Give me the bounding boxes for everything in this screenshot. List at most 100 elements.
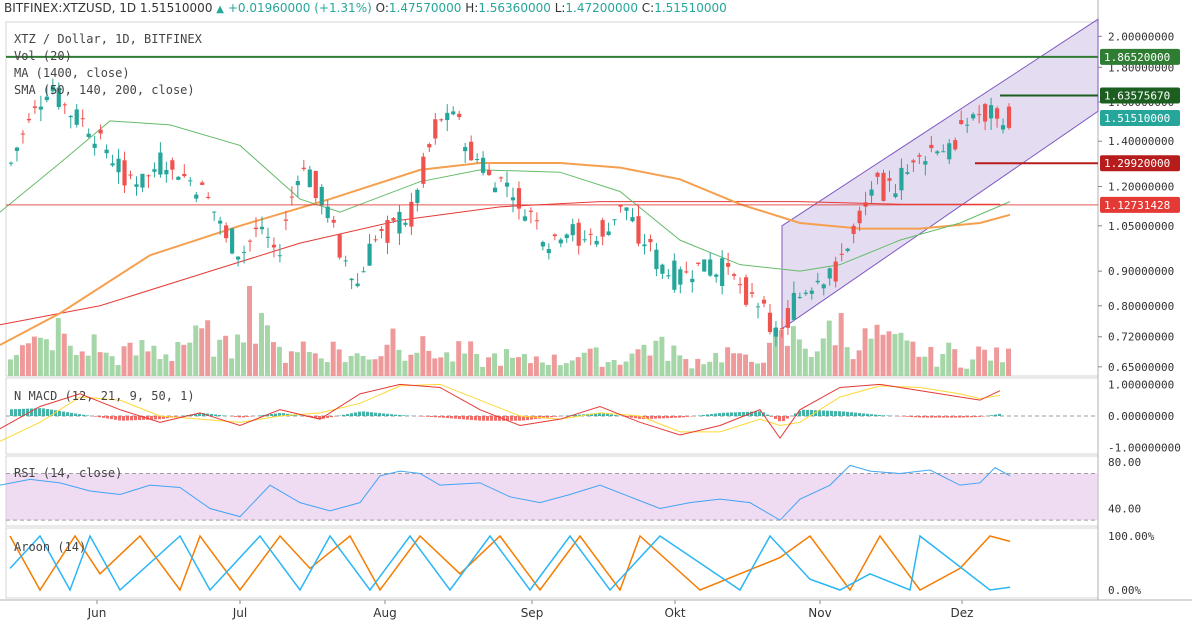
candle-body (415, 190, 419, 203)
change: +0.01960000 (228, 1, 311, 15)
macd-histogram-bar (218, 415, 221, 416)
price-axis-label: 0.80000000 (1108, 300, 1174, 313)
rsi-legend[interactable]: RSI (14, close) (14, 466, 122, 480)
volume-bar (964, 369, 969, 376)
volume-bar (701, 364, 706, 376)
macd-histogram-bar (18, 409, 21, 416)
candle-body (206, 197, 210, 198)
macd-histogram-bar (554, 416, 557, 417)
macd-histogram-bar (606, 414, 609, 416)
volume-bar (653, 341, 658, 376)
ma-legend[interactable]: MA (1400, close) (14, 66, 130, 80)
volume-bar (916, 357, 921, 376)
volume-bar (683, 359, 688, 376)
macd-axis-label: 0.00000000 (1108, 410, 1174, 423)
macd-histogram-bar (386, 414, 389, 416)
macd-histogram-bar (738, 412, 741, 416)
price-axis-label: 0.65000000 (1108, 361, 1174, 374)
volume-bar (199, 328, 204, 376)
macd-histogram-bar (450, 416, 453, 418)
candle-body (128, 175, 132, 176)
volume-bar (600, 367, 605, 376)
macd-histogram-bar (342, 415, 345, 416)
time-axis-label: Sep (521, 606, 544, 620)
volume-bar (295, 352, 300, 376)
volume-bar (379, 356, 384, 376)
macd-histogram-bar (478, 416, 481, 421)
macd-histogram-bar (102, 416, 105, 418)
candle-body (822, 284, 826, 288)
macd-histogram-bar (974, 416, 977, 417)
macd-histogram-bar (78, 414, 81, 416)
volume-bar (325, 362, 330, 376)
candle-body (152, 169, 156, 172)
candle-body (744, 277, 748, 305)
macd-histogram-bar (74, 413, 77, 416)
candle-body (266, 237, 270, 238)
candle-body (601, 220, 605, 236)
macd-legend[interactable]: N MACD (12, 21, 9, 50, 1) (14, 389, 195, 403)
volume-bar (564, 363, 569, 376)
volume-bar (857, 350, 862, 376)
volume-bar (952, 349, 957, 376)
macd-histogram-bar (930, 416, 933, 418)
candle-body (27, 119, 31, 120)
volume-bar (289, 351, 294, 376)
volume-bar (80, 351, 85, 376)
volume-bar (265, 325, 270, 376)
volume-bar (910, 342, 915, 376)
candle-body (828, 268, 832, 278)
candle-body (559, 240, 563, 244)
volume-bar (881, 335, 886, 376)
time-axis-label: Dez (951, 606, 974, 620)
macd-histogram-bar (14, 409, 17, 416)
volume-bar (851, 359, 856, 376)
candle-body (840, 254, 844, 255)
volume-bar (761, 363, 766, 376)
macd-histogram-bar (806, 410, 809, 416)
sma-legend[interactable]: SMA (50, 140, 200, close) (14, 83, 195, 97)
macd-histogram-bar (634, 416, 637, 418)
macd-histogram-bar (926, 416, 929, 418)
macd-histogram-bar (946, 416, 949, 418)
candle-body (403, 223, 407, 225)
candle-body (63, 104, 67, 105)
volume-bar (361, 356, 366, 376)
macd-histogram-bar (682, 416, 685, 417)
candle-body (971, 114, 975, 118)
candle-body (242, 252, 246, 253)
macd-histogram-bar (766, 415, 769, 416)
macd-histogram-bar (902, 416, 905, 417)
volume-bar (223, 336, 228, 376)
symbol[interactable]: BITFINEX:XTZUSD (4, 1, 112, 15)
price-tag-label: 1.12731428 (1104, 199, 1170, 212)
candle-body (469, 142, 473, 160)
candle-body (373, 239, 377, 240)
volume-bar (456, 341, 461, 376)
volume-bar (163, 354, 168, 376)
volume-bar (62, 334, 67, 376)
volume-bar (540, 362, 545, 376)
macd-histogram-bar (42, 408, 45, 416)
candle-body (254, 228, 258, 229)
candle-body (905, 172, 909, 174)
candle-body (356, 284, 360, 287)
candle-body (224, 225, 228, 238)
volume-bar (56, 318, 61, 376)
volume-legend[interactable]: Vol (20) (14, 49, 72, 63)
volume-bar (767, 343, 772, 376)
macd-histogram-bar (374, 413, 377, 416)
volume-bar (887, 331, 892, 376)
interval[interactable]: 1D (119, 1, 136, 15)
macd-histogram-bar (154, 416, 157, 419)
macd-histogram-bar (918, 416, 921, 417)
volume-bar (576, 357, 581, 376)
main-legend[interactable]: XTZ / Dollar, 1D, BITFINEX (14, 32, 202, 46)
aroon-legend[interactable]: Aroon (14) (14, 540, 86, 554)
candle-body (678, 269, 682, 284)
macd-histogram-bar (382, 413, 385, 416)
volume-bar (982, 350, 987, 376)
macd-histogram-bar (730, 412, 733, 416)
macd-histogram-bar (462, 416, 465, 419)
candle-body (953, 140, 957, 149)
